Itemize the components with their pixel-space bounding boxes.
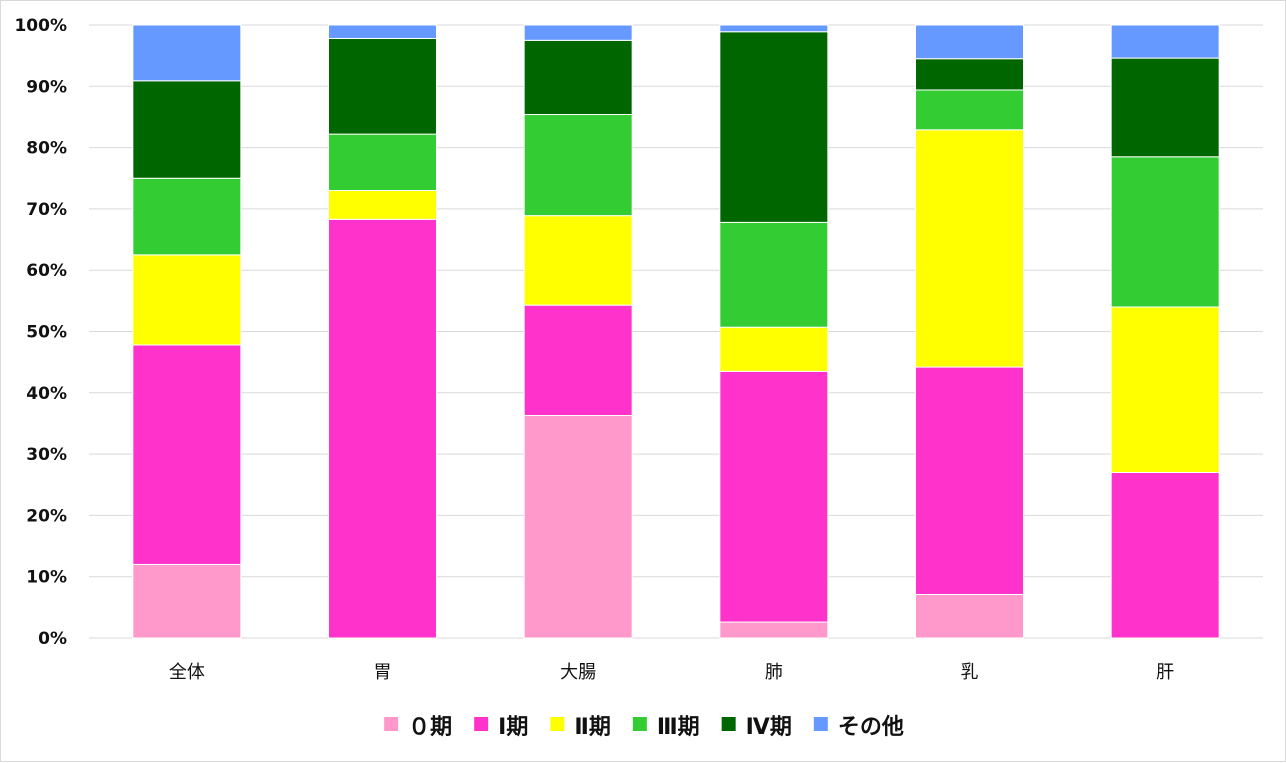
bar-segment — [915, 58, 1024, 91]
bar-segment — [328, 24, 437, 39]
gridlines — [89, 24, 1263, 639]
y-tick-label: 0% — [38, 629, 67, 649]
bar-segment — [719, 31, 829, 223]
bar-segment — [915, 366, 1024, 595]
legend-swatch — [550, 717, 565, 731]
bar-segment — [719, 221, 829, 328]
legend: ０期 Ⅰ期 Ⅱ期 Ⅲ期 Ⅳ期 その他 — [384, 715, 904, 740]
bar-segment — [915, 24, 1024, 60]
bar-segment — [1110, 57, 1220, 158]
y-tick-label: 70% — [26, 200, 67, 220]
legend-label: Ⅳ期 — [746, 715, 792, 740]
legend-label: その他 — [838, 715, 904, 740]
bar-segment — [1110, 156, 1220, 308]
legend-swatch — [813, 717, 828, 731]
bar-segment — [132, 563, 242, 639]
y-tick-label: 60% — [26, 261, 67, 281]
bar-segment — [132, 344, 242, 565]
legend-swatch — [721, 717, 736, 731]
bar-segment — [915, 129, 1024, 368]
bar-segment — [523, 24, 633, 41]
bar-segment — [523, 113, 633, 217]
legend-label: ０期 — [408, 715, 452, 740]
y-tick-label: 30% — [26, 445, 67, 465]
legend-label: Ⅱ期 — [574, 715, 611, 740]
legend-label: Ⅰ期 — [498, 715, 528, 740]
x-axis-labels: 全体 胃 大腸 肺 乳 肝 — [169, 662, 1174, 683]
bar-segment — [523, 304, 633, 416]
y-tick-label: 10% — [26, 568, 67, 588]
bar-segment — [132, 177, 242, 256]
bar-segment — [328, 190, 437, 220]
bar-segment — [523, 215, 633, 306]
x-category-label: 肺 — [765, 662, 783, 683]
bar-segment — [719, 24, 829, 33]
bar-segment — [915, 593, 1024, 639]
y-tick-label: 20% — [26, 506, 67, 526]
x-category-label: 全体 — [169, 662, 205, 683]
bar-segment — [132, 24, 242, 82]
y-tick-label: 40% — [26, 384, 67, 404]
bar-segment — [328, 37, 437, 135]
y-tick-label: 50% — [26, 323, 67, 343]
bar-segment — [1110, 471, 1220, 639]
bar-segment — [523, 39, 633, 115]
bar-segment — [719, 621, 829, 639]
x-category-label: 大腸 — [560, 662, 596, 683]
y-tick-label: 80% — [26, 139, 67, 159]
bar-segment — [1110, 24, 1220, 59]
bar-segment — [328, 218, 437, 639]
y-tick-label: 100% — [14, 16, 67, 36]
bar-segment — [719, 370, 829, 623]
y-tick-label: 90% — [26, 77, 67, 97]
bar-segment — [719, 326, 829, 372]
legend-label: Ⅲ期 — [657, 715, 700, 740]
bar-segment — [132, 80, 242, 179]
legend-swatch — [632, 717, 647, 731]
bar-segment — [1110, 306, 1220, 473]
legend-swatch — [474, 717, 489, 731]
bar-segment — [328, 133, 437, 192]
x-category-label: 肝 — [1156, 662, 1174, 683]
x-category-label: 乳 — [961, 662, 979, 683]
x-category-label: 胃 — [374, 662, 392, 683]
bar-segment — [523, 414, 633, 639]
bar-segment — [132, 254, 242, 346]
bar-segment — [915, 89, 1024, 131]
y-axis-ticks: 0% 10% 20% 30% 40% 50% 60% 70% 80% 90% 100% — [14, 16, 67, 649]
legend-swatch — [384, 717, 399, 731]
bars — [132, 24, 1220, 639]
